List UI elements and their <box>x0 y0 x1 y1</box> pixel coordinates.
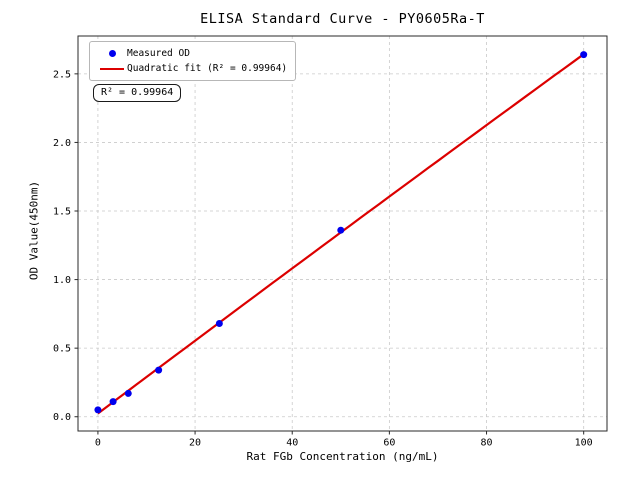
legend-label-measured-od: Measured OD <box>127 48 190 59</box>
axes-spines <box>77 35 608 432</box>
x-tick-label: 20 <box>189 438 201 449</box>
r-squared-annotation: R² = 0.99964 <box>93 84 182 102</box>
x-axis-label: Rat FGb Concentration (ng/mL) <box>246 450 439 463</box>
y-tick-label: 2.0 <box>53 138 71 149</box>
x-tick-label: 80 <box>481 438 493 449</box>
legend: Measured OD Quadratic fit (R² = 0.99964) <box>89 41 297 81</box>
data-point <box>215 319 223 327</box>
scatter-marker-icon <box>108 50 116 57</box>
y-tick-label: 2.5 <box>53 69 71 80</box>
legend-line-marker <box>97 67 127 70</box>
y-tick-label: 1.0 <box>53 275 71 286</box>
data-point <box>124 389 132 397</box>
data-point <box>155 366 163 374</box>
data-point <box>94 406 102 414</box>
x-tick-label: 0 <box>95 438 101 449</box>
x-tick-label: 60 <box>383 438 395 449</box>
x-tick-label: 40 <box>286 438 298 449</box>
legend-label-quadratic-fit: Quadratic fit (R² = 0.99964) <box>127 63 288 74</box>
chart-title: ELISA Standard Curve - PY0605Ra-T <box>200 11 485 27</box>
legend-item-measured-od: Measured OD <box>97 46 287 61</box>
legend-dot-marker <box>97 50 127 57</box>
data-point <box>580 51 588 59</box>
x-tick-label: 100 <box>575 438 593 449</box>
data-point <box>337 226 345 234</box>
legend-item-quadratic-fit: Quadratic fit (R² = 0.99964) <box>97 61 287 76</box>
quadratic-fit-line <box>97 53 585 415</box>
y-tick-label: 0.5 <box>53 344 71 355</box>
y-tick-label: 1.5 <box>53 207 71 218</box>
y-tick-label: 0.0 <box>53 412 71 423</box>
y-axis-label: OD Value(450nm) <box>27 180 41 281</box>
fit-line-icon <box>100 67 124 70</box>
data-point <box>109 398 117 406</box>
